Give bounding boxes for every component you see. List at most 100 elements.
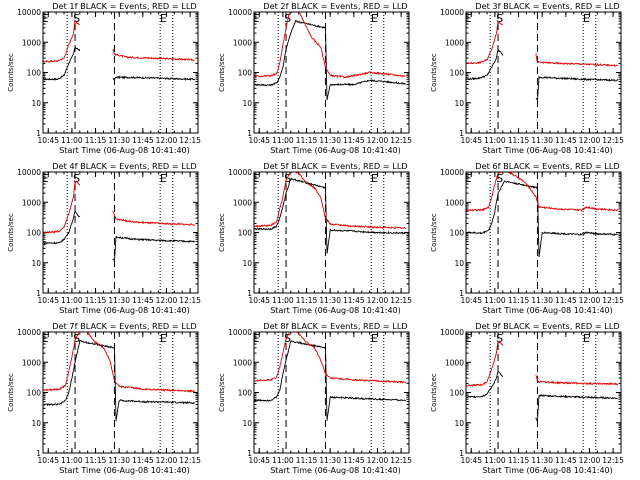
- x-tick-label: 11:00: [61, 136, 83, 145]
- y-tick-label: 10: [454, 99, 464, 108]
- x-tick-label: 11:00: [61, 296, 83, 305]
- y-tick-label: 1000: [22, 358, 41, 367]
- x-axis-label: Start Time (06-Aug-08 10:41:40): [482, 306, 613, 315]
- x-tick-label: 11:15: [85, 296, 107, 305]
- y-tick-label: 10: [31, 99, 41, 108]
- x-tick-label: 11:00: [272, 296, 294, 305]
- events-series-line: [254, 177, 407, 254]
- events-series-line: [43, 339, 195, 422]
- x-tick-label: 12:15: [602, 136, 624, 145]
- x-tick-label: 11:00: [272, 456, 294, 465]
- event-marker-label: E: [583, 172, 590, 185]
- x-tick-label: 10:45: [37, 296, 59, 305]
- x-tick-label: 10:45: [460, 136, 482, 145]
- y-tick-label: 1: [36, 289, 41, 298]
- y-tick-label: 1000: [233, 198, 252, 207]
- x-tick-label: 11:45: [555, 136, 577, 145]
- x-tick-label: 11:15: [508, 456, 530, 465]
- x-tick-label: 10:45: [248, 136, 270, 145]
- event-marker-label: E: [465, 172, 472, 185]
- lld-series-line: [466, 19, 503, 65]
- events-series-line: [43, 209, 81, 245]
- x-tick-label: 11:15: [508, 136, 530, 145]
- plot-frame: [465, 331, 622, 454]
- y-tick-label: 1000: [233, 38, 252, 47]
- y-tick-label: 10: [31, 259, 41, 268]
- detector-panel: Det 4f BLACK = Events, RED = LLD 1 10 100 10…: [7, 161, 201, 315]
- x-tick-label: 11:00: [484, 456, 506, 465]
- event-marker-label: E: [42, 12, 49, 25]
- y-axis-label: Counts/sec: [218, 213, 226, 252]
- y-tick-label: 10000: [228, 168, 252, 177]
- x-axis-label: Start Time (06-Aug-08 10:41:40): [270, 466, 401, 475]
- x-tick-label: 12:00: [367, 136, 389, 145]
- x-tick-label: 11:00: [484, 296, 506, 305]
- event-marker-label: E: [253, 12, 260, 25]
- events-series-line: [466, 371, 504, 399]
- y-axis-label: Counts/sec: [430, 373, 438, 412]
- data-lines: [43, 180, 196, 261]
- panel-title: Det 6f BLACK = Events, RED = LLD: [475, 161, 619, 171]
- event-marker-label: S: [73, 12, 80, 25]
- x-tick-label: 12:15: [179, 456, 201, 465]
- x-tick-label: 12:15: [179, 296, 201, 305]
- x-tick-label: 10:45: [37, 136, 59, 145]
- event-marker-label: E: [583, 12, 590, 25]
- y-tick-label: 10000: [17, 328, 41, 337]
- x-tick-label: 12:15: [602, 296, 624, 305]
- detector-panel: Det 6f BLACK = Events, RED = LLD 1 10 100 10…: [430, 161, 624, 315]
- y-tick-label: 10: [454, 419, 464, 428]
- y-tick-label: 100: [27, 69, 42, 78]
- y-tick-label: 1000: [233, 358, 252, 367]
- x-tick-label: 11:45: [343, 296, 365, 305]
- detector-panel: Det 1f BLACK = Events, RED = LLD 1 10 100 10…: [7, 1, 201, 155]
- y-tick-label: 100: [450, 69, 465, 78]
- y-tick-label: 10: [454, 259, 464, 268]
- y-axis-label: Counts/sec: [430, 213, 438, 252]
- data-lines: [254, 332, 407, 421]
- y-tick-label: 10: [242, 99, 252, 108]
- detector-panel: Det 7f BLACK = Events, RED = LLD 1 10 100 10…: [7, 321, 201, 475]
- x-axis-label: Start Time (06-Aug-08 10:41:40): [59, 306, 190, 315]
- events-series-line: [466, 180, 618, 258]
- x-tick-label: 12:15: [602, 456, 624, 465]
- x-tick-label: 12:00: [579, 136, 601, 145]
- x-tick-label: 11:15: [296, 296, 318, 305]
- panel-title: Det 1f BLACK = Events, RED = LLD: [52, 1, 196, 11]
- x-axis-label: Start Time (06-Aug-08 10:41:40): [482, 146, 613, 155]
- panel-title: Det 4f BLACK = Events, RED = LLD: [52, 161, 196, 171]
- y-tick-label: 1: [36, 129, 41, 138]
- y-tick-label: 10000: [228, 328, 252, 337]
- x-tick-label: 12:00: [156, 456, 178, 465]
- event-marker-label: S: [496, 172, 503, 185]
- lld-series-line: [112, 210, 196, 226]
- y-tick-label: 1: [459, 289, 464, 298]
- x-axis-label: Start Time (06-Aug-08 10:41:40): [270, 146, 401, 155]
- event-marker-label: E: [371, 332, 378, 345]
- data-lines: [466, 339, 619, 421]
- panel-title: Det 7f BLACK = Events, RED = LLD: [52, 321, 196, 331]
- x-tick-label: 11:30: [319, 296, 341, 305]
- x-tick-label: 11:45: [132, 456, 154, 465]
- lld-series-line: [535, 374, 619, 386]
- x-tick-label: 10:45: [37, 456, 59, 465]
- x-tick-label: 11:15: [296, 136, 318, 145]
- y-axis-label: Counts/sec: [430, 53, 438, 92]
- x-tick-label: 12:00: [367, 296, 389, 305]
- panel-title: Det 3f BLACK = Events, RED = LLD: [475, 1, 619, 11]
- x-tick-label: 11:30: [108, 296, 130, 305]
- plot-frame: [42, 331, 199, 454]
- events-series-line: [112, 75, 196, 82]
- event-marker-label: S: [284, 332, 291, 345]
- x-tick-label: 11:45: [343, 456, 365, 465]
- y-tick-label: 10000: [440, 168, 464, 177]
- y-axis-label: Counts/sec: [218, 53, 226, 92]
- panel-title: Det 9f BLACK = Events, RED = LLD: [475, 321, 619, 331]
- y-tick-label: 1: [459, 129, 464, 138]
- x-tick-label: 11:45: [555, 456, 577, 465]
- y-tick-label: 10: [242, 419, 252, 428]
- data-lines: [466, 19, 619, 102]
- detector-panel: Det 3f BLACK = Events, RED = LLD 1 10 100 10…: [430, 1, 624, 155]
- event-marker-label: E: [42, 172, 49, 185]
- y-tick-label: 10: [31, 419, 41, 428]
